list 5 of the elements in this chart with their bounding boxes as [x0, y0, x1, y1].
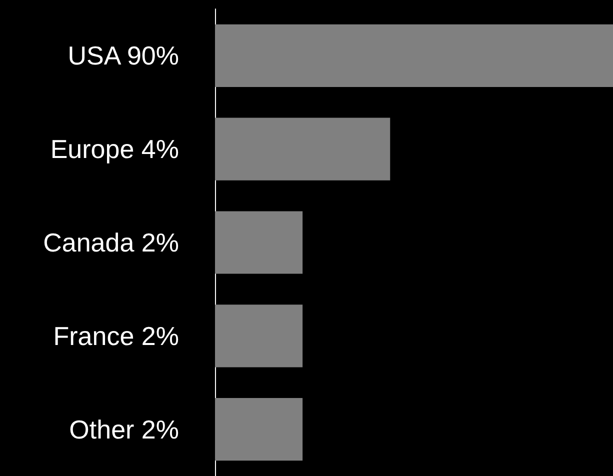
- y-tick-label: Europe 4%: [50, 134, 179, 164]
- y-tick-label: France 2%: [53, 320, 179, 351]
- y-tick-label: USA 90%: [68, 40, 179, 71]
- y-tick-label: Other 2%: [69, 414, 179, 444]
- y-tick-label: Canada 2%: [43, 228, 179, 258]
